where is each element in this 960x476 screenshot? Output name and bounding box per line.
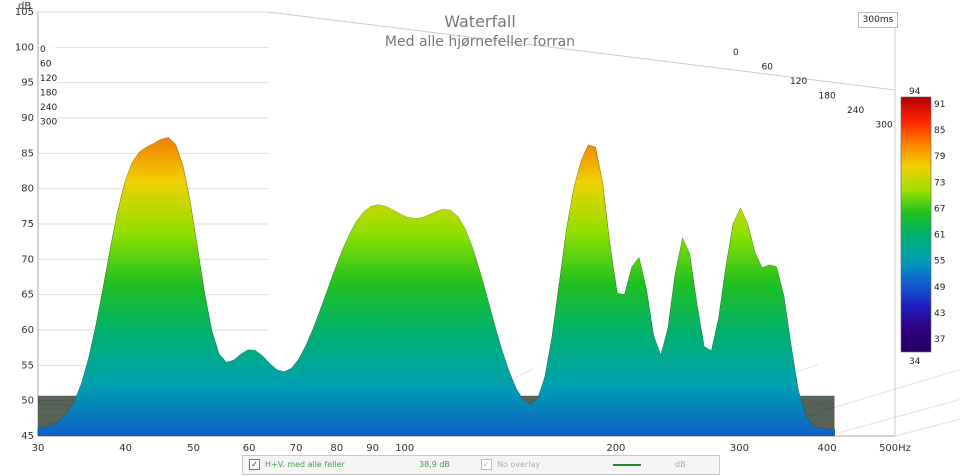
overlay-checkbox[interactable]: ✓ (481, 459, 492, 470)
trace-name: H+V. med alle feller (265, 460, 345, 469)
waterfall-slice (37, 137, 835, 437)
colorbar-tick-label: 85 (934, 126, 945, 136)
time-tick-label-left: 120 (40, 74, 57, 84)
grid-line (894, 418, 960, 437)
x-tick-label: 70 (290, 443, 303, 454)
time-tick-label-right: 300 (876, 121, 893, 131)
chart-title: Waterfall (444, 12, 516, 31)
y-tick-label: 80 (21, 184, 34, 195)
x-tick-label: 80 (330, 443, 343, 454)
y-tick-label: 55 (21, 360, 34, 371)
time-range-label[interactable]: 300ms (858, 12, 898, 28)
y-tick-label: 95 (21, 78, 34, 89)
chart-subtitle: Med alle hjørnefeller forran (385, 34, 575, 50)
time-tick-label-left: 180 (40, 89, 57, 99)
time-tick-label-right: 60 (762, 63, 774, 73)
y-tick-label: 100 (15, 42, 34, 53)
time-tick-label-right: 0 (733, 48, 739, 58)
colorbar-tick-label: 43 (934, 309, 945, 319)
time-tick-bg (39, 43, 57, 55)
colorbar-tick-label: 34 (909, 357, 921, 367)
colorbar: 94 91 85 79 73 67 61 55 49 43 37 34 (900, 87, 946, 367)
time-tick-bg (39, 115, 57, 128)
trace-value: 38,9 dB (419, 460, 450, 469)
grid-line (826, 398, 960, 437)
axes: 45 50 55 60 65 70 75 80 85 90 95 100 105 30 40 50 60 70 80… (15, 7, 911, 454)
colorbar-tick-label: 37 (934, 335, 945, 345)
y-tick-label: 105 (15, 7, 34, 18)
overlay-unit: dB (675, 460, 686, 469)
time-tick-label-left: 300 (40, 118, 57, 128)
time-tick-label-right: 180 (819, 92, 836, 102)
colorbar-tick-label: 67 (934, 204, 945, 214)
x-tick-label: 500Hz (879, 443, 911, 454)
time-tick-label-right: 240 (847, 106, 864, 116)
colorbar-tick-label: 73 (934, 178, 945, 188)
colorbar-tick-label: 49 (934, 283, 946, 293)
time-tick-bg (39, 72, 57, 84)
colorbar-tick-label: 94 (909, 87, 921, 97)
colorbar-tick-label: 61 (934, 231, 945, 241)
time-tick-label-left: 240 (40, 103, 57, 113)
x-tick-label: 200 (606, 443, 625, 454)
x-tick-label: 30 (32, 443, 45, 454)
x-tick-label: 90 (366, 443, 379, 454)
colorbar-tick-label: 79 (934, 152, 946, 162)
waterfall-surface (37, 137, 835, 437)
time-tick-bg (39, 57, 57, 70)
y-axis-unit: dB (18, 1, 31, 12)
colorbar-tick-label: 55 (934, 257, 945, 267)
trace-color-swatch (613, 464, 641, 466)
y-tick-label: 85 (21, 148, 34, 159)
colorbar-scale (900, 96, 932, 353)
time-tick-label-left: 60 (40, 60, 52, 70)
y-tick-label: 65 (21, 290, 34, 301)
time-tick-bg (39, 101, 57, 113)
x-tick-label: 50 (187, 443, 200, 454)
x-tick-label: 300 (730, 443, 749, 454)
grid-line (267, 11, 896, 91)
trace-checkbox[interactable]: ✓ (249, 459, 260, 470)
x-tick-label: 400 (817, 443, 836, 454)
time-tick-bg (39, 86, 57, 99)
time-tick-label-left: 0 (40, 45, 46, 55)
y-tick-label: 90 (21, 113, 34, 124)
time-tick-label-right: 120 (790, 77, 807, 87)
colorbar-tick-label: 91 (934, 100, 945, 110)
x-tick-label: 100 (395, 443, 414, 454)
y-tick-label: 45 (21, 431, 34, 442)
overlay-label: No overlay (497, 460, 541, 469)
legend-bar: ✓ H+V. med alle feller 38,9 dB ✓ No over… (242, 455, 720, 475)
y-tick-label: 75 (21, 219, 34, 230)
x-tick-label: 40 (119, 443, 132, 454)
y-tick-label: 60 (21, 325, 34, 336)
x-tick-label: 60 (243, 443, 256, 454)
y-tick-label: 70 (21, 254, 34, 265)
y-tick-label: 50 (21, 396, 34, 407)
